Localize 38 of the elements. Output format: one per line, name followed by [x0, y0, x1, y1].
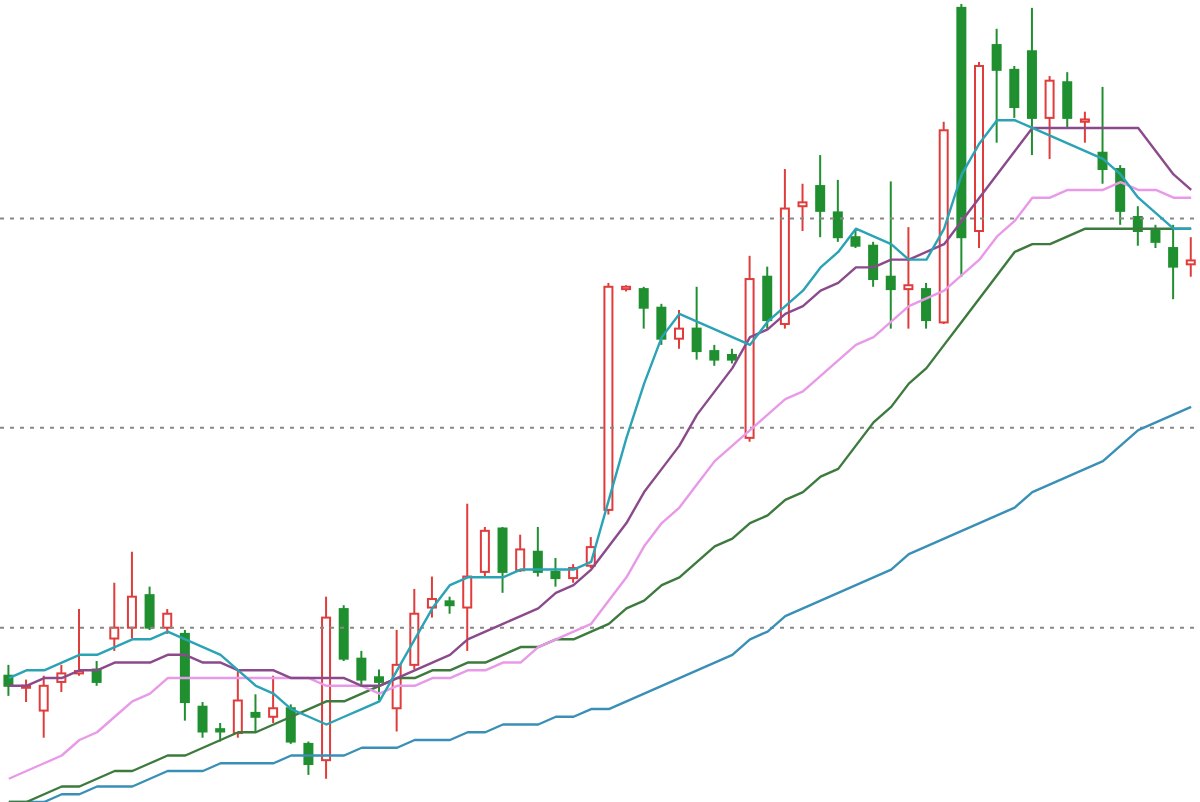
candlestick: [109, 581, 120, 652]
candlestick: [674, 309, 684, 350]
candlestick: [232, 670, 243, 739]
candlestick: [374, 668, 384, 702]
candlestick: [162, 608, 173, 635]
candlestick: [479, 525, 490, 578]
candlestick: [815, 154, 826, 239]
candlestick: [38, 674, 49, 739]
candlestick: [656, 302, 667, 346]
candlestick: [638, 285, 649, 330]
candlestick: [762, 265, 773, 330]
candlestick: [1150, 223, 1161, 250]
candlestick: [250, 693, 261, 733]
candlestick: [921, 281, 932, 330]
candlestick: [462, 502, 473, 652]
candlestick: [709, 343, 720, 367]
candlestick: [197, 701, 208, 739]
candlestick: [868, 240, 879, 288]
candlestick: [550, 556, 561, 588]
candlestick: [1062, 71, 1073, 129]
candlestick: [356, 649, 367, 687]
candlestick: [215, 721, 226, 743]
candlestick: [497, 525, 508, 594]
candlestick: [144, 585, 155, 631]
candlestick: [1044, 75, 1055, 160]
candlestick: [1079, 110, 1090, 144]
candlestick: [126, 550, 137, 640]
candlestick: [268, 674, 279, 724]
candlestick: [691, 285, 702, 361]
candlestick: [1168, 223, 1179, 301]
candlestick: [797, 182, 808, 232]
candlestick: [285, 703, 296, 745]
candlestick: [885, 180, 896, 330]
candlestick: [515, 533, 526, 573]
candlestick: [991, 27, 1002, 144]
candlestick: [1009, 64, 1020, 119]
candlestick: [832, 178, 843, 243]
candlestick: [903, 226, 914, 330]
